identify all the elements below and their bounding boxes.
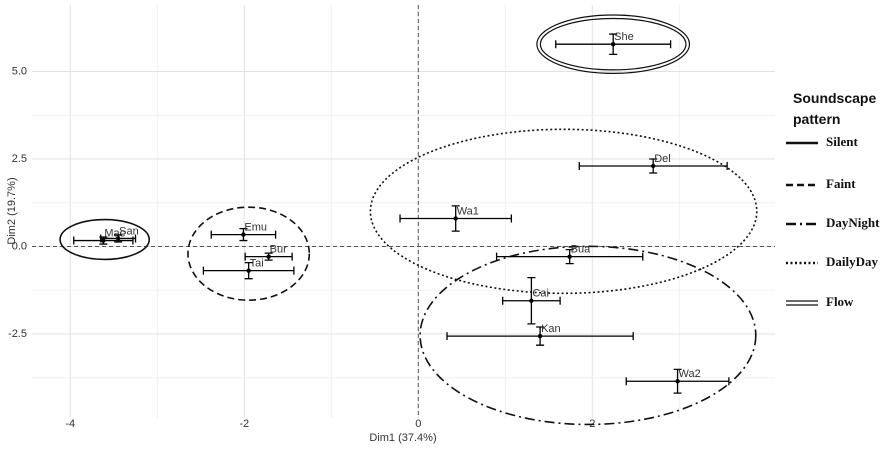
point — [529, 298, 534, 303]
point-label: Wa1 — [457, 205, 479, 217]
point — [567, 254, 572, 259]
group-ellipse — [187, 206, 311, 302]
x-tick-label: -4 — [65, 418, 75, 430]
y-tick-label: -2.5 — [8, 328, 27, 340]
point-label: Tai — [250, 258, 264, 270]
legend-label: Silent — [826, 134, 858, 149]
point-label: Mac — [104, 227, 125, 239]
point-label: She — [614, 31, 634, 43]
group-ellipse — [536, 14, 691, 74]
point — [241, 232, 246, 237]
group-ellipse — [369, 128, 758, 295]
point-label: Del — [654, 153, 671, 165]
legend-title: Soundscape pattern — [793, 90, 877, 127]
point-label: Bur — [270, 244, 287, 256]
point — [246, 268, 251, 273]
point — [610, 42, 616, 47]
point — [537, 333, 543, 339]
y-tick-label: 2.5 — [12, 153, 27, 165]
point — [115, 236, 121, 241]
y-tick-label: 5.0 — [12, 65, 27, 77]
y-tick-label: 0.0 — [12, 240, 27, 252]
legend-label: DayNight — [826, 215, 880, 230]
point-label: San — [119, 225, 139, 237]
point-label: Bua — [571, 244, 591, 256]
x-axis-title: Dim1 (37.4%) — [369, 432, 436, 444]
point — [266, 254, 271, 259]
point-label: Cai — [532, 288, 549, 300]
group-ellipse — [59, 218, 151, 261]
point — [453, 216, 458, 221]
point-label: Wa2 — [679, 368, 701, 380]
y-axis-title: Dim2 (19.7%) — [6, 177, 18, 244]
group-ellipse — [419, 245, 757, 426]
point — [101, 238, 106, 243]
legend-label: Flow — [826, 294, 854, 309]
point-label: Emu — [244, 222, 267, 234]
point — [675, 379, 680, 384]
legend-label: DailyDay — [826, 254, 879, 269]
x-tick-label: -2 — [239, 418, 249, 430]
x-tick-label: 0 — [415, 418, 421, 430]
group-ellipse — [539, 17, 687, 71]
legend-label: Faint — [826, 176, 856, 191]
point-label: Kan — [541, 323, 561, 335]
point — [650, 163, 656, 169]
